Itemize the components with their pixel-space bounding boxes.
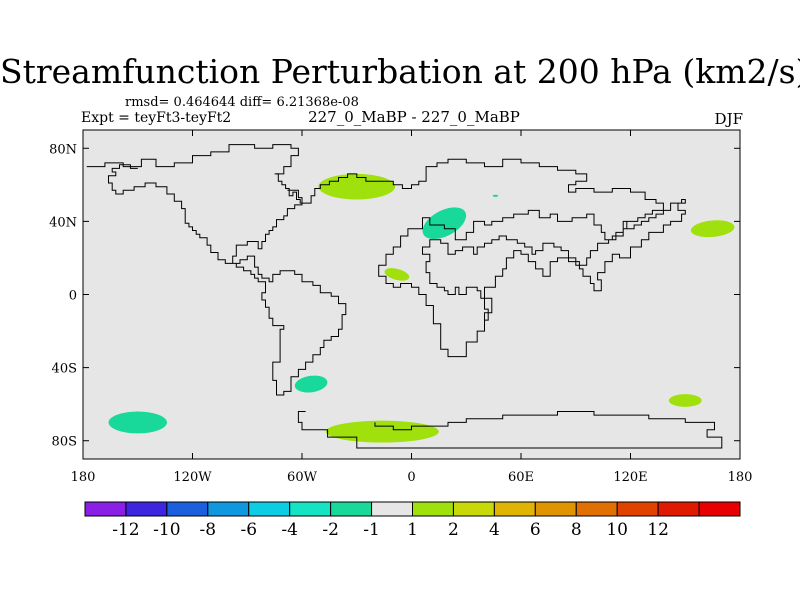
- colorbar-label: 6: [530, 520, 541, 540]
- colorbar-box: [452, 501, 495, 517]
- case-label: 227_0_MaBP - 227_0_MaBP: [308, 108, 520, 126]
- anomaly-central-asia: [492, 194, 499, 197]
- colorbar-box: [616, 501, 659, 517]
- colorbar-box: [412, 501, 454, 517]
- colorbar-label: -6: [240, 520, 257, 540]
- colorbar-box: [248, 501, 291, 517]
- y-tick-label: 40S: [52, 362, 77, 377]
- colorbar-box: [289, 501, 332, 517]
- season-label: DJF: [714, 110, 743, 128]
- coastline-1: [86, 144, 299, 175]
- map-plot: 180 120W 60W 0 60E 120E 180 80N 40N 0 40S 80S: [49, 129, 753, 485]
- y-tick-label: 40N: [49, 215, 77, 230]
- y-tick-label: 80S: [52, 435, 77, 450]
- coastline-0: [274, 158, 686, 358]
- coastline-3: [297, 411, 723, 449]
- colorbar-label: -4: [281, 520, 298, 540]
- colorbar-box: [371, 501, 413, 517]
- colorbar-label: -10: [153, 520, 180, 540]
- map-content: [86, 144, 735, 449]
- colorbar-label: -2: [322, 520, 339, 540]
- colorbar-label: -12: [112, 520, 139, 540]
- anomaly-north-pacific: [690, 220, 735, 238]
- colorbar-box: [575, 501, 618, 517]
- anomaly-southern-ocean: [325, 420, 439, 443]
- x-tick-label: 120W: [173, 470, 212, 485]
- coastline-2: [108, 164, 347, 396]
- x-tick-label: 180: [71, 470, 96, 485]
- colorbar-box: [330, 501, 373, 517]
- x-tick-label: 120E: [613, 470, 647, 485]
- colorbar: -12 -10 -8 -6 -4 -2 -1 1 2 4 6 8 10 12: [84, 501, 741, 540]
- colorbar-box: [207, 501, 250, 517]
- colorbar-label: -1: [363, 520, 380, 540]
- colorbar-box: [166, 501, 209, 517]
- colorbar-box: [84, 501, 127, 517]
- x-tick-label: 180: [728, 470, 753, 485]
- plot-title: Streamfunction Perturbation at 200 hPa (…: [0, 52, 800, 91]
- stats-label: rmsd= 0.464644 diff= 6.21368e-08: [125, 95, 359, 110]
- x-tick-label: 60E: [508, 470, 534, 485]
- x-tick-label: 60W: [287, 470, 318, 485]
- y-tick-label: 80N: [49, 142, 77, 157]
- colorbar-label: 12: [647, 520, 669, 540]
- colorbar-box: [534, 501, 577, 517]
- anomaly-southwest-pacific: [668, 394, 702, 407]
- y-tick-label: 0: [69, 289, 77, 304]
- anomaly-north-atlantic: [318, 173, 396, 200]
- experiment-label: Expt = teyFt3-teyFt2: [81, 110, 232, 126]
- x-tick-label: 0: [407, 470, 415, 485]
- colorbar-box: [698, 501, 741, 517]
- colorbar-label: 10: [606, 520, 628, 540]
- colorbar-label: 8: [571, 520, 582, 540]
- colorbar-label: 4: [489, 520, 500, 540]
- colorbar-label: -8: [200, 520, 217, 540]
- map-background: [83, 130, 740, 459]
- colorbar-label: 2: [448, 520, 459, 540]
- colorbar-box: [493, 501, 536, 517]
- colorbar-box: [125, 501, 168, 517]
- anomaly-south-pacific-west: [108, 411, 167, 434]
- colorbar-label: 1: [407, 520, 418, 540]
- anomaly-south-atlantic: [294, 375, 328, 393]
- colorbar-box: [657, 501, 700, 517]
- anomaly-west-africa: [384, 268, 410, 281]
